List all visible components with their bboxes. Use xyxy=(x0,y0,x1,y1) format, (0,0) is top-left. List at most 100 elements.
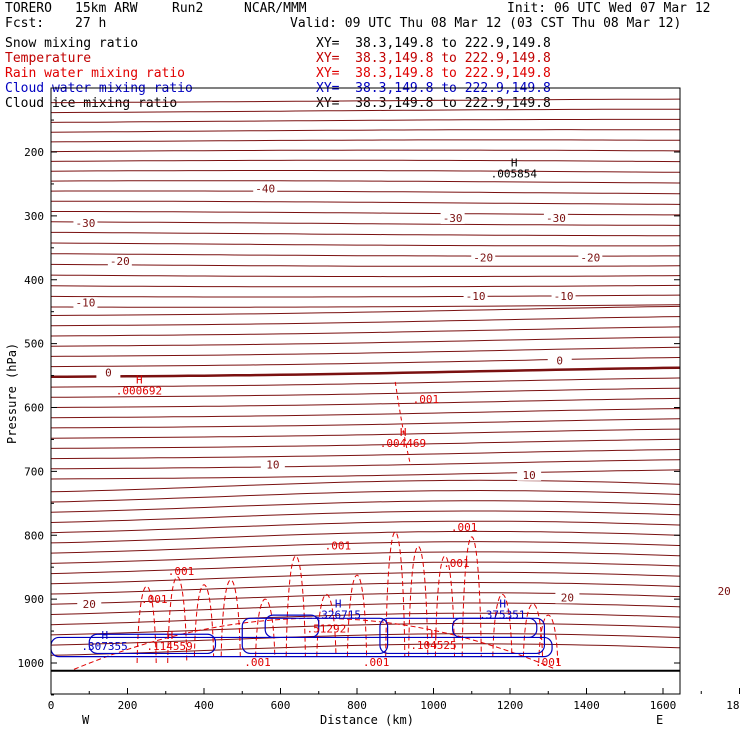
org-label: NCAR/MMM xyxy=(244,1,307,16)
y-tick-label: 500 xyxy=(24,338,44,351)
isotherm-label: -20 xyxy=(580,252,600,265)
isotherm-line xyxy=(51,438,680,449)
model-name: TORERO xyxy=(5,1,52,16)
rain-maximum-label: .004469 xyxy=(380,437,426,450)
isotherm-line xyxy=(51,149,680,153)
rain-contour-label: .51292 xyxy=(307,622,347,635)
isotherm-label-bg xyxy=(555,592,580,604)
cloud-water-maximum-label: .326715 xyxy=(315,608,361,621)
rain-contour xyxy=(193,584,215,657)
isotherm-label: 10 xyxy=(523,469,536,482)
x-axis-label: Distance (km) xyxy=(320,713,414,727)
isotherm-line xyxy=(51,108,680,114)
isotherm-label: -20 xyxy=(473,252,493,265)
rain-contour xyxy=(255,598,276,657)
isotherm-line xyxy=(51,231,680,237)
rain-maximum-label-h-marker: H xyxy=(431,628,438,641)
isotherm-line xyxy=(51,366,680,379)
isotherm-label-bg xyxy=(77,598,102,610)
isotherm-label: 20 xyxy=(561,591,574,604)
y-tick-label: 800 xyxy=(24,529,44,542)
rain-contour-label: .001 xyxy=(244,656,271,669)
isotherm-line xyxy=(51,551,680,564)
valid-time: Valid: 09 UTC Thu 08 Mar 12 (03 CST Thu … xyxy=(290,16,682,31)
isotherm-label: -10 xyxy=(554,290,574,303)
isotherm-label-bg xyxy=(73,218,98,230)
run-label: Run2 xyxy=(172,1,204,16)
rain-contour-upper xyxy=(394,381,412,466)
rain-contour xyxy=(538,614,559,664)
x-tick-label: 1800 xyxy=(726,699,740,712)
isotherm-line xyxy=(51,448,680,460)
snow-maximum-label: .005854 xyxy=(491,168,538,181)
isotherm-line xyxy=(51,284,680,288)
rain-maximum-label-h-marker: H xyxy=(400,426,407,439)
x-tick-label: 800 xyxy=(347,699,367,712)
isotherm-label-bg xyxy=(440,212,465,224)
rain-maximum-label: .114559 xyxy=(146,640,192,653)
isotherm-label: -30 xyxy=(546,212,566,225)
isotherm-label: -30 xyxy=(443,212,463,225)
isotherm-line xyxy=(51,316,680,327)
cloud-water-contour xyxy=(88,633,217,655)
rain-contour xyxy=(434,555,455,657)
rain-contour-label: .001 xyxy=(451,521,478,534)
ground-surface xyxy=(51,669,680,672)
isotherm-line xyxy=(51,612,680,626)
x-tick-label: 400 xyxy=(194,699,214,712)
isotherm-label-bg xyxy=(578,252,603,264)
isotherm-line xyxy=(51,211,680,216)
snow-maximum-label-h-marker: H xyxy=(511,157,518,170)
isotherm-line xyxy=(51,98,680,104)
isotherm-line xyxy=(51,418,680,429)
isotherm-label: 0 xyxy=(556,354,563,367)
isotherm-line xyxy=(51,221,680,226)
contour-labels: -40-30-30-30-30-20-20-20-20-10-10-10-100… xyxy=(73,157,737,669)
isotherm-line xyxy=(51,428,680,439)
cloud-water-maximum-label: .375351 xyxy=(479,608,525,621)
isotherm-line xyxy=(51,510,680,523)
isotherm-label: -20 xyxy=(110,255,130,268)
isotherm-line xyxy=(51,377,680,388)
rain-contour xyxy=(492,593,513,657)
y-tick-label: 900 xyxy=(24,593,44,606)
forecast-label: Fcst: xyxy=(5,16,45,31)
rain-contour xyxy=(136,586,157,664)
rain-contour-label: .001 xyxy=(363,656,390,669)
isotherm-label: -40 xyxy=(255,183,275,196)
isotherm-line xyxy=(51,622,680,636)
isotherm-line xyxy=(51,346,680,357)
legend-xy-temperature: XY= 38.3,149.8 to 222.9,149.8 xyxy=(316,51,551,66)
isotherm-line xyxy=(51,274,680,278)
x-tick-label: 1400 xyxy=(573,699,600,712)
x-tick-label: 600 xyxy=(271,699,291,712)
isotherm-label: -30 xyxy=(75,217,95,230)
y-tick-label: 300 xyxy=(24,210,44,223)
isotherm-label-bg xyxy=(543,212,568,224)
isotherm-line xyxy=(51,200,680,205)
forecast-hours: 27 h xyxy=(75,16,107,31)
cloud-water-contour xyxy=(241,617,389,655)
isotherm-line xyxy=(51,541,680,554)
cloud-water-contour xyxy=(264,614,320,639)
east-label: E xyxy=(656,713,663,727)
legend-name-temperature: Temperature xyxy=(5,51,92,66)
rain-contour-label: .001 xyxy=(325,539,352,552)
cloud-water-maximum-label-h-marker: H xyxy=(335,597,342,610)
y-tick-label: 400 xyxy=(24,274,44,287)
rain-maximum-label-h-marker: H xyxy=(167,629,174,642)
isotherm-label-bg xyxy=(551,290,576,302)
isotherm-label-bg xyxy=(73,297,98,309)
isotherm-line xyxy=(51,479,680,493)
cloud-water-maximum-label-h-marker: H xyxy=(499,597,506,610)
isotherm-line xyxy=(51,118,680,123)
model-resolution: 15km ARW xyxy=(75,1,138,16)
isotherm-line xyxy=(51,602,680,615)
isotherm-line xyxy=(51,643,680,656)
rain-contour-label: .001 xyxy=(413,393,440,406)
isotherm-line xyxy=(51,520,680,534)
isotherm-line xyxy=(51,408,680,419)
rain-contour xyxy=(408,545,429,657)
isotherm-line xyxy=(51,159,680,163)
